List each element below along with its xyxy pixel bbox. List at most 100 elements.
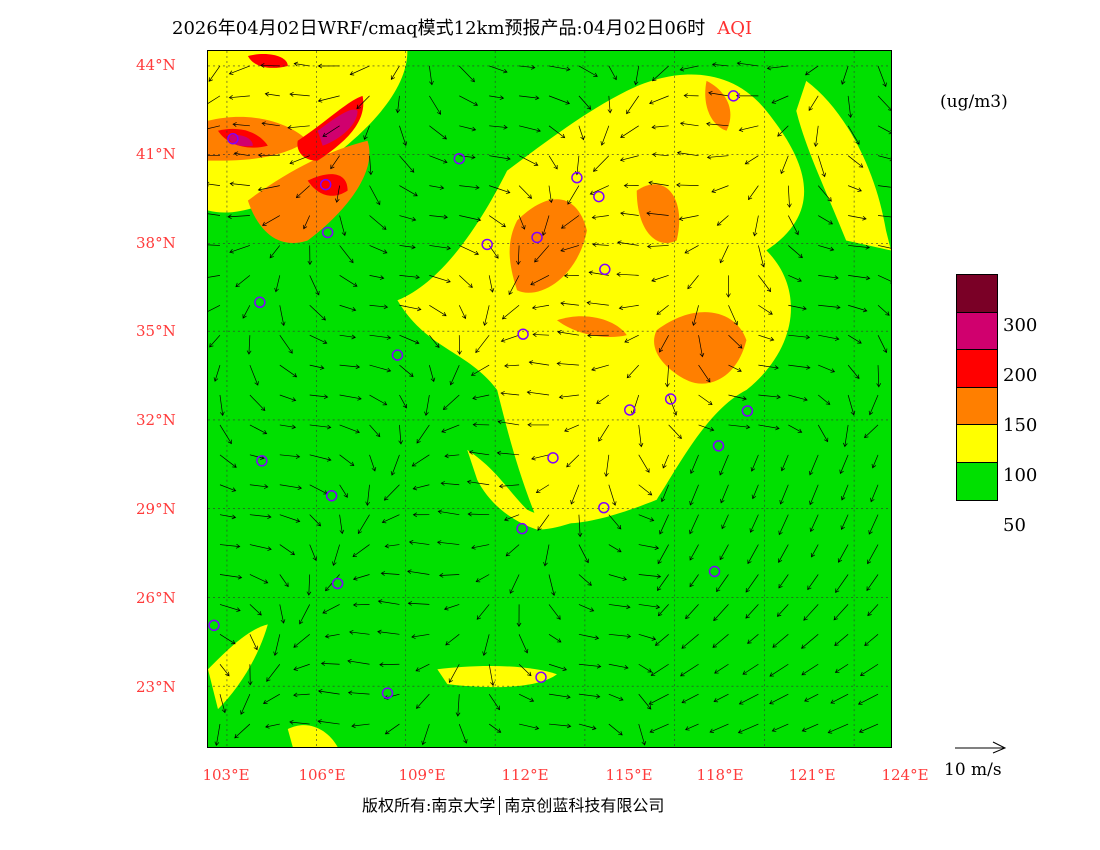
wind-arrow: [444, 453, 460, 459]
wind-arrow: [279, 454, 301, 459]
wind-arrow: [676, 150, 699, 157]
wind-arrow: [586, 300, 609, 306]
wind-arrow: [412, 484, 430, 491]
wind-arrow: [531, 454, 550, 461]
wind-arrow: [257, 185, 280, 192]
wind-arrow: [871, 454, 879, 469]
wind-arrow: [548, 65, 571, 72]
wind-arrow: [656, 304, 669, 315]
wind-arrow: [501, 304, 520, 320]
station-markers: [208, 90, 754, 699]
graticule: [208, 51, 891, 747]
wind-arrow: [624, 334, 639, 343]
wind-arrow: [458, 305, 467, 320]
wind-arrow: [535, 484, 550, 493]
wind-arrow: [498, 483, 520, 489]
wind-arrow: [262, 693, 280, 704]
wind-arrow: [249, 364, 259, 386]
wind-arrow: [876, 365, 882, 388]
wind-arrow: [638, 693, 652, 710]
wind-arrow: [459, 95, 479, 106]
wind-arrow: [429, 365, 436, 383]
wind-arrow: [830, 693, 849, 704]
wind-arrow: [352, 574, 370, 581]
wind-arrow: [247, 664, 253, 686]
wind-arrow: [475, 574, 490, 583]
wind-arrow: [548, 155, 558, 170]
wind-arrow: [859, 663, 879, 676]
wind-arrow: [505, 544, 520, 557]
wind-arrow: [638, 424, 644, 448]
wind-arrow: [214, 724, 221, 747]
wind-arrow: [339, 215, 347, 237]
lon-label: 124°E: [881, 766, 929, 784]
wind-arrow: [537, 514, 550, 531]
wind-arrow: [279, 424, 297, 430]
wind-arrow: [208, 181, 221, 187]
wind-arrow: [678, 215, 699, 221]
lon-label: 118°E: [696, 766, 744, 784]
wind-arrow: [347, 659, 370, 665]
wind-arrow: [652, 152, 669, 157]
wind-arrow: [827, 723, 849, 734]
wind-arrow: [289, 719, 310, 725]
wind-arrow: [758, 245, 766, 268]
station-marker: [727, 90, 740, 102]
wind-arrow: [608, 723, 623, 736]
station-marker: [381, 687, 394, 699]
color-bar-swatch: [957, 312, 997, 350]
wind-arrow: [399, 304, 422, 312]
wind-arrow: [751, 484, 759, 500]
wind-arrow: [436, 540, 460, 545]
wind-arrow: [877, 65, 887, 88]
wind-arrow: [598, 424, 610, 442]
wind-arrow: [809, 514, 819, 533]
wind-arrow: [607, 95, 613, 114]
wind-arrow: [384, 723, 400, 735]
lon-label: 115°E: [605, 766, 653, 784]
wind-arrow: [429, 334, 440, 348]
wind-arrow: [320, 661, 340, 666]
wind-arrow: [548, 693, 571, 700]
station-marker: [517, 328, 529, 340]
wind-arrow: [349, 65, 370, 76]
wind-arrow: [858, 723, 879, 733]
wind-arrow: [788, 424, 803, 433]
station-marker: [531, 231, 543, 244]
wind-arrow: [472, 422, 490, 428]
wind-arrow: [698, 335, 705, 358]
wind-arrow: [390, 454, 400, 476]
station-marker: [391, 349, 404, 361]
wind-arrow: [638, 544, 660, 550]
wind-arrow: [334, 185, 340, 203]
wind-arrow: [532, 332, 550, 337]
wind-arrow: [608, 604, 631, 610]
station-marker: [535, 671, 547, 683]
wind-arrow: [457, 335, 462, 355]
wind-arrow: [208, 244, 220, 246]
wind-arrow: [564, 424, 580, 432]
wind-arrow: [407, 601, 430, 606]
wind-arrow: [619, 155, 639, 162]
wind-arrow: [429, 125, 447, 140]
wind-arrow: [416, 693, 430, 709]
wind-arrow: [698, 394, 713, 406]
wind-arrow: [877, 305, 890, 316]
wind-arrow: [489, 155, 511, 161]
wind-arrow: [369, 424, 381, 438]
wind-arrow: [651, 124, 669, 130]
wind-arrow: [651, 275, 669, 283]
wind-arrow: [877, 125, 891, 135]
wind-arrow: [339, 334, 356, 340]
wind-arrow: [249, 424, 268, 435]
wind-arrow: [744, 155, 759, 165]
wind-arrow: [728, 364, 742, 372]
wind-arrow: [229, 181, 250, 187]
wind-arrow: [399, 155, 415, 173]
wind-arrow: [518, 693, 535, 702]
wind-arrow: [608, 693, 624, 701]
wind-arrow: [260, 63, 280, 68]
wind-arrow: [240, 694, 251, 715]
wind-arrow: [720, 484, 729, 504]
wind-arrow: [531, 304, 550, 310]
